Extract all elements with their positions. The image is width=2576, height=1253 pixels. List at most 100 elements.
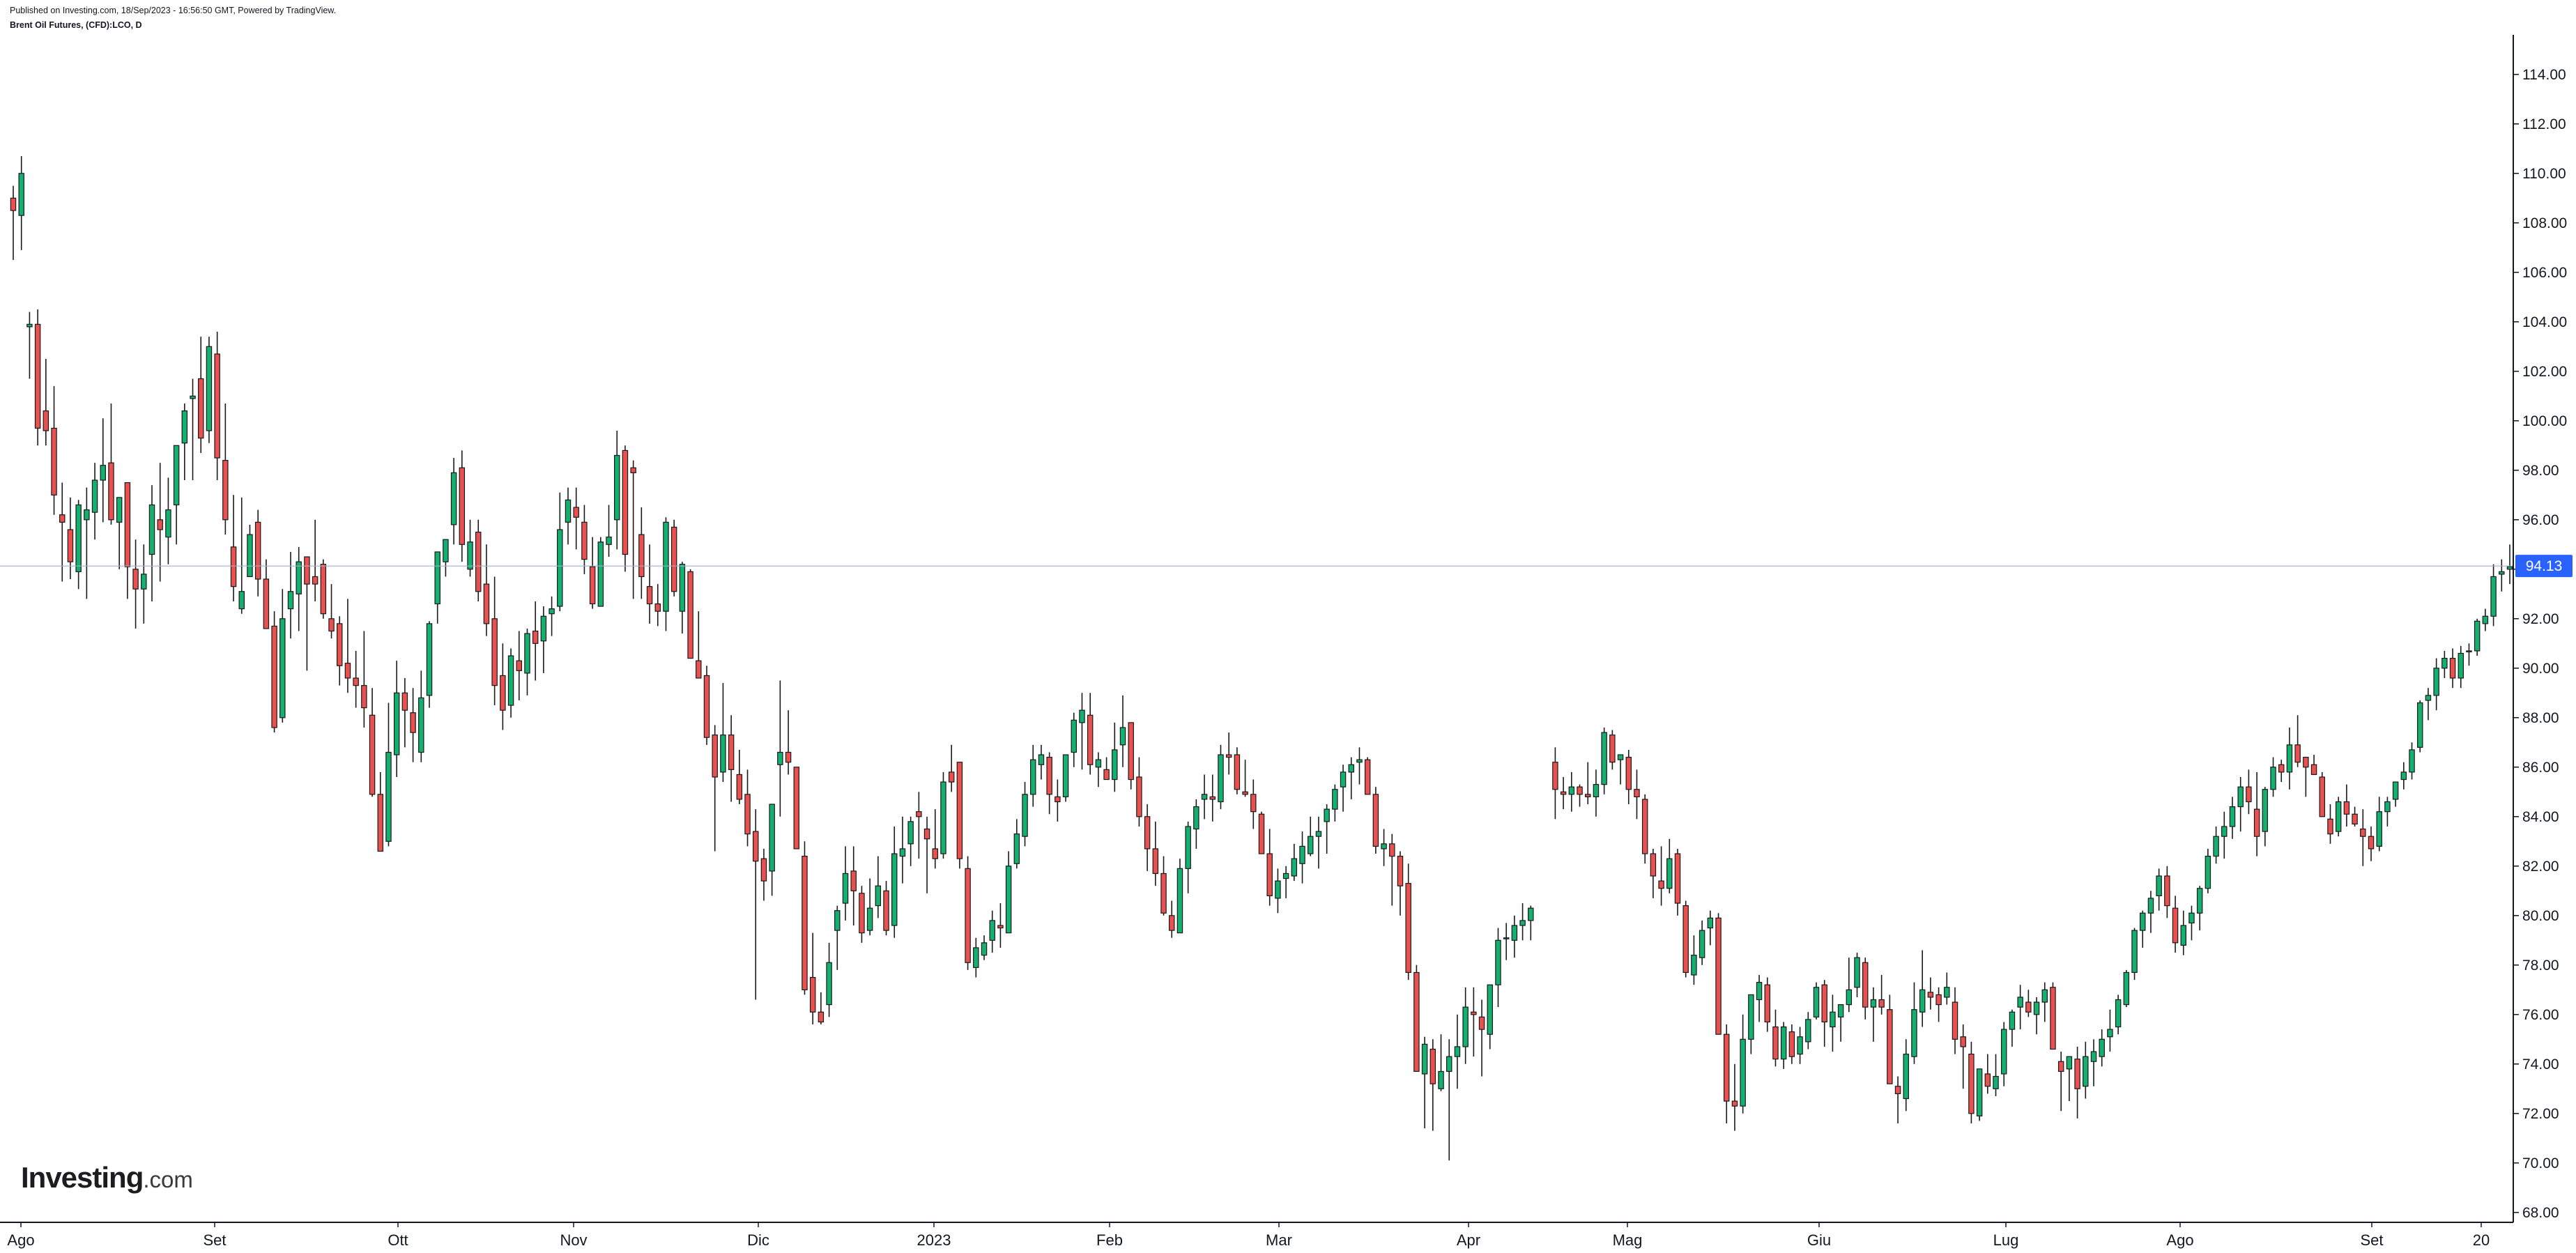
x-tick-label: Mag [1613, 1231, 1643, 1249]
candle [2188, 905, 2195, 941]
candle-body-up [1282, 873, 1289, 879]
candle [2074, 1046, 2080, 1119]
candle-body-down [1788, 1031, 1795, 1057]
candle [760, 848, 767, 901]
candle [2368, 827, 2375, 861]
candle [793, 767, 799, 850]
candle-body-up [418, 697, 424, 753]
candle-body-down [1715, 917, 1722, 1035]
candle-body-down [785, 751, 792, 763]
candle-body-up [1340, 771, 1347, 787]
candle-body-up [100, 465, 106, 481]
candle-body-up [565, 499, 572, 523]
candle-body-down [818, 1011, 825, 1023]
candle-body-up [426, 623, 433, 696]
candle-body-up [2458, 652, 2464, 679]
x-tick-label: Giu [1807, 1231, 1831, 1249]
candle-body-up [2156, 875, 2162, 896]
candle-body-down [491, 618, 498, 686]
candle-body-down [883, 890, 889, 931]
x-tick-label: Set [2360, 1231, 2383, 1249]
candle-body-up [875, 885, 882, 907]
candle [1968, 1041, 1975, 1123]
candle-body-up [1919, 989, 1926, 1013]
candle [2400, 762, 2407, 790]
candle [1585, 762, 1591, 805]
candle [1421, 1036, 1428, 1129]
candle [638, 507, 645, 599]
candle-body-down [1405, 883, 1411, 974]
candle-body-up [287, 591, 294, 610]
candle [850, 846, 857, 925]
candle-body-down [850, 870, 857, 891]
candle-body-up [940, 781, 946, 854]
candle-body-up [84, 509, 90, 521]
candle [720, 683, 726, 783]
candle-body-up [190, 395, 196, 399]
candle-body-up [2099, 1038, 2105, 1057]
candle [165, 477, 171, 564]
candle [1813, 982, 1820, 1020]
candle [1128, 722, 1134, 790]
candle-body-up [2270, 767, 2276, 790]
candle [1560, 777, 1567, 810]
candle [108, 403, 114, 525]
candle [728, 715, 735, 802]
candle-body-down [1471, 1011, 1477, 1015]
candle [859, 886, 865, 943]
candle [1112, 722, 1118, 792]
candle [1870, 987, 1877, 1042]
candle-body-up [2107, 1029, 2113, 1038]
candle [1944, 972, 1950, 1005]
candle-body-down [1724, 1033, 1730, 1102]
candle-body-up [1062, 754, 1069, 798]
candle [2449, 648, 2456, 689]
candle [1413, 964, 1420, 1073]
candle-body-up [1421, 1043, 1428, 1075]
candle-body-down [1250, 794, 1257, 813]
candle-body-up [1218, 754, 1224, 803]
candle-body-down [2278, 764, 2285, 773]
candle-body-down [214, 353, 220, 459]
candle-body-down [1935, 994, 1942, 1006]
candle [2140, 910, 2146, 948]
x-tick-label: Ott [388, 1231, 408, 1249]
candle-body-down [753, 831, 759, 862]
candle [1577, 784, 1583, 807]
candle-body-up [2221, 826, 2228, 837]
candle-body-up [1275, 880, 1281, 899]
candle-body-up [2335, 801, 2342, 832]
candle-body-down [1258, 813, 1265, 854]
candle-body-up [2392, 781, 2399, 800]
candle [866, 878, 873, 936]
candle [1764, 977, 1770, 1032]
candle [1674, 848, 1681, 916]
candle-body-down [932, 848, 938, 859]
candle-body-up [891, 853, 898, 926]
candle-body-up [2384, 801, 2391, 813]
candle [1878, 975, 1885, 1015]
candle-body-down [687, 571, 693, 659]
candle-body-up [907, 821, 914, 845]
candle-body-down [654, 603, 661, 612]
candle [271, 611, 277, 733]
candle-body-down [1087, 714, 1094, 765]
candle-body-up [2474, 620, 2481, 652]
candle [1756, 975, 1763, 1022]
candle [744, 769, 751, 847]
investing-logo[interactable]: Investing.com [21, 1161, 193, 1194]
candle-body-up [1446, 1056, 1452, 1073]
candle-body-up [1699, 930, 1705, 958]
candle-body-up [663, 521, 669, 612]
candle-body-down [124, 482, 131, 567]
candle-body-down [2057, 1061, 2064, 1073]
candle-body-up [2205, 855, 2211, 889]
candle [1185, 821, 1191, 893]
candle-body-down [1478, 1016, 1485, 1030]
candle-body-up [2123, 971, 2130, 1006]
candle [1381, 829, 1387, 866]
candle [1682, 900, 1689, 978]
candle [1593, 769, 1600, 817]
candle [1960, 1024, 1966, 1089]
